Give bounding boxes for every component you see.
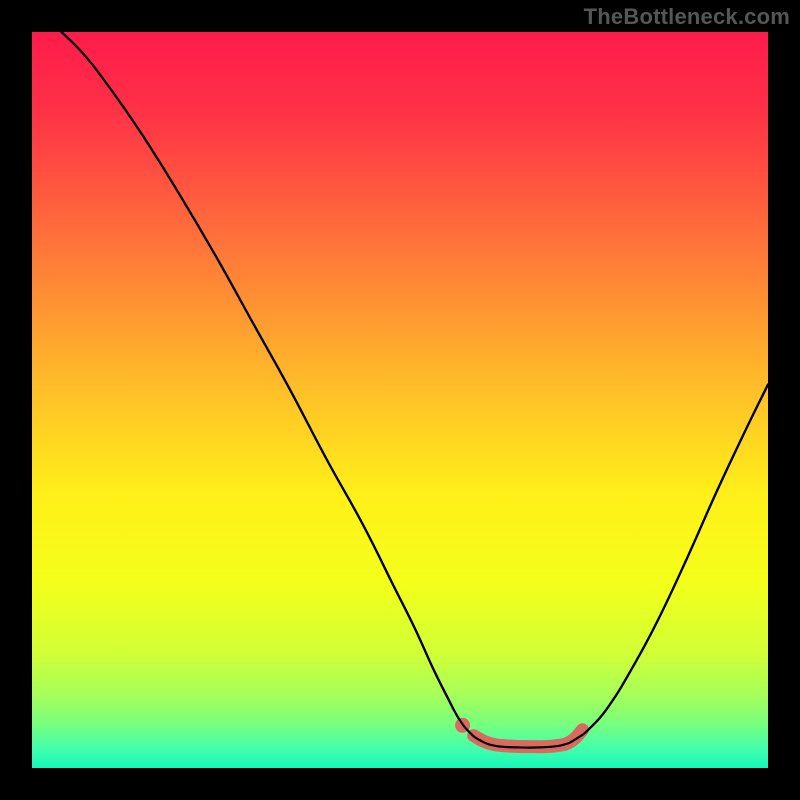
chart-frame: TheBottleneck.com [0,0,800,800]
plot-background [32,32,768,768]
watermark-text: TheBottleneck.com [584,4,790,30]
plot-svg [32,32,768,768]
plot-area [32,32,768,768]
